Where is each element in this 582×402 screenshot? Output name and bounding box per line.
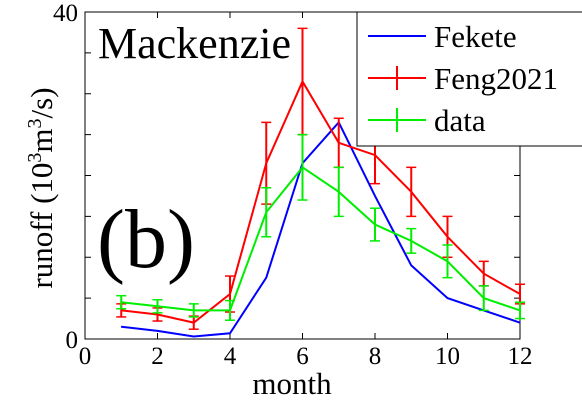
- panel-label: (b): [97, 193, 195, 286]
- data-point-fekete: [374, 195, 376, 197]
- y-axis-label-tail: /s): [24, 87, 59, 118]
- chart-title: Mackenzie: [98, 19, 291, 68]
- data-point-data: [374, 224, 376, 226]
- series-line-feng2021: [121, 79, 521, 324]
- y-tick-labels: 0 40: [53, 0, 78, 354]
- data-point-fekete: [265, 277, 267, 279]
- x-tick-label: 8: [369, 343, 382, 370]
- data-point-feng2021: [338, 142, 340, 144]
- x-tick-label: 12: [508, 343, 533, 370]
- x-tick-labels: 0 2 4 6 8 10 12: [79, 343, 533, 370]
- data-point-data: [120, 301, 122, 303]
- series-line-fekete: [121, 120, 521, 338]
- data-point-feng2021: [374, 154, 376, 156]
- x-axis-label: month: [252, 366, 332, 401]
- data-point-feng2021: [229, 293, 231, 295]
- data-point-data: [447, 260, 448, 262]
- series-data: [116, 133, 525, 321]
- y-tick-label: 40: [53, 0, 78, 27]
- y-axis-label-unit: m: [24, 128, 59, 152]
- y-axis-label-main: runoff (10: [24, 163, 59, 289]
- data-point-data: [519, 309, 521, 311]
- x-tick-label: 4: [224, 343, 237, 370]
- x-tick-label: 10: [435, 343, 460, 370]
- legend-label-feng2021: Feng2021: [434, 61, 558, 96]
- legend: Fekete Feng2021 data: [356, 11, 582, 147]
- y-axis-label: runoff (103m3/s): [24, 87, 59, 288]
- data-point-fekete: [193, 336, 195, 338]
- data-point-fekete: [447, 297, 448, 299]
- data-point-fekete: [410, 264, 412, 266]
- data-point-data: [265, 211, 267, 213]
- x-tick-label: 6: [296, 343, 309, 370]
- legend-label-data: data: [434, 103, 486, 138]
- data-point-data: [483, 297, 485, 299]
- data-point-feng2021: [519, 293, 521, 295]
- data-point-data: [229, 309, 231, 311]
- x-tick-label: 2: [151, 343, 164, 370]
- data-point-feng2021: [193, 322, 195, 324]
- data-point-feng2021: [483, 273, 485, 275]
- data-point-feng2021: [447, 236, 448, 238]
- data-point-fekete: [229, 332, 231, 334]
- y-axis-label-sup: 3: [24, 153, 46, 163]
- data-point-data: [302, 166, 303, 168]
- x-tick-label: 0: [79, 343, 92, 370]
- data-point-data: [193, 309, 195, 311]
- series-line-data: [121, 165, 521, 312]
- data-point-feng2021: [265, 162, 267, 164]
- data-point-data: [410, 240, 412, 242]
- data-point-fekete: [120, 326, 122, 328]
- legend-label-fekete: Fekete: [434, 19, 517, 54]
- data-point-fekete: [157, 330, 158, 332]
- y-tick-label: 0: [66, 327, 79, 354]
- data-point-data: [338, 191, 340, 193]
- series-layer: [116, 27, 525, 338]
- data-point-feng2021: [410, 191, 412, 193]
- data-point-data: [157, 305, 158, 307]
- data-point-feng2021: [157, 313, 158, 315]
- data-point-feng2021: [120, 309, 122, 311]
- y-axis-label-sup2: 3: [24, 118, 46, 128]
- data-point-fekete: [519, 322, 521, 324]
- data-point-feng2021: [302, 80, 303, 82]
